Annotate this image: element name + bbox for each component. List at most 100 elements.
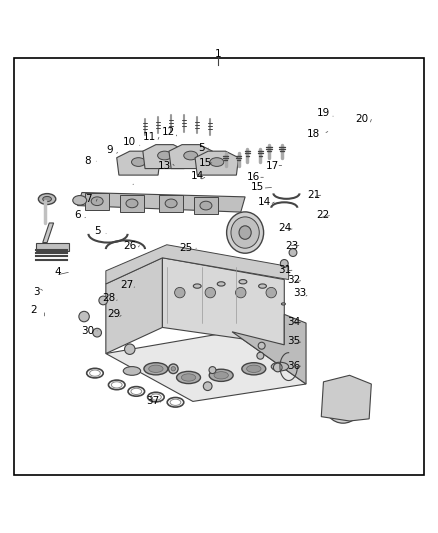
Text: 15: 15 <box>251 182 264 192</box>
Circle shape <box>273 363 282 372</box>
Ellipse shape <box>247 365 261 373</box>
Text: 19: 19 <box>317 108 330 118</box>
Ellipse shape <box>323 379 363 423</box>
Ellipse shape <box>131 158 145 166</box>
Text: 1: 1 <box>214 49 221 59</box>
Polygon shape <box>85 192 109 210</box>
Circle shape <box>175 287 185 298</box>
Text: 12: 12 <box>162 127 175 138</box>
Text: 6: 6 <box>74 210 81 220</box>
Ellipse shape <box>271 362 289 371</box>
Text: 14: 14 <box>191 171 204 181</box>
Text: 35: 35 <box>287 336 300 346</box>
Text: 7: 7 <box>85 194 92 204</box>
Text: 34: 34 <box>287 317 300 327</box>
Polygon shape <box>106 245 289 284</box>
Circle shape <box>93 328 102 337</box>
Ellipse shape <box>258 284 266 288</box>
Text: 32: 32 <box>287 276 300 286</box>
Ellipse shape <box>126 199 138 208</box>
Text: 25: 25 <box>180 243 193 253</box>
Ellipse shape <box>242 362 266 375</box>
Text: 5: 5 <box>94 226 100 236</box>
Text: 28: 28 <box>102 293 116 303</box>
Text: 27: 27 <box>120 280 133 290</box>
Circle shape <box>258 342 265 349</box>
Ellipse shape <box>338 395 349 408</box>
Text: 33: 33 <box>293 288 306 298</box>
Circle shape <box>266 287 276 298</box>
Text: 37: 37 <box>146 395 159 406</box>
Text: 24: 24 <box>279 223 292 233</box>
Ellipse shape <box>91 197 103 206</box>
Polygon shape <box>43 223 53 243</box>
Text: 15: 15 <box>198 158 212 168</box>
Text: 4: 4 <box>55 266 61 277</box>
Polygon shape <box>78 192 245 212</box>
Ellipse shape <box>282 303 286 305</box>
Polygon shape <box>321 375 371 421</box>
Circle shape <box>236 287 246 298</box>
Circle shape <box>289 249 297 256</box>
Polygon shape <box>36 243 69 251</box>
Text: 26: 26 <box>123 240 136 251</box>
Ellipse shape <box>239 226 251 239</box>
Text: 22: 22 <box>316 210 329 220</box>
Polygon shape <box>162 258 284 345</box>
Ellipse shape <box>165 199 177 208</box>
Ellipse shape <box>158 151 172 160</box>
Text: 18: 18 <box>307 129 321 139</box>
Text: 29: 29 <box>107 309 120 319</box>
Text: 23: 23 <box>286 240 299 251</box>
Polygon shape <box>117 151 160 175</box>
Text: 31: 31 <box>279 265 292 275</box>
Polygon shape <box>120 195 144 212</box>
Text: 21: 21 <box>307 190 321 200</box>
Polygon shape <box>195 151 239 175</box>
Ellipse shape <box>209 369 233 382</box>
Polygon shape <box>169 144 212 168</box>
Ellipse shape <box>200 201 212 210</box>
Text: 17: 17 <box>265 160 279 171</box>
Ellipse shape <box>39 193 56 205</box>
Ellipse shape <box>73 196 87 205</box>
Text: 5: 5 <box>198 143 205 153</box>
Polygon shape <box>194 197 218 214</box>
Ellipse shape <box>210 158 224 166</box>
Ellipse shape <box>184 151 198 160</box>
Circle shape <box>99 296 108 305</box>
Circle shape <box>209 367 216 374</box>
Ellipse shape <box>332 390 354 414</box>
Ellipse shape <box>177 372 201 384</box>
Text: 10: 10 <box>123 138 136 148</box>
Text: 16: 16 <box>247 172 261 182</box>
Ellipse shape <box>217 282 225 286</box>
Polygon shape <box>232 314 306 384</box>
Circle shape <box>280 260 288 268</box>
Text: 2: 2 <box>31 305 37 315</box>
Ellipse shape <box>171 367 176 371</box>
Ellipse shape <box>181 374 196 381</box>
Text: 11: 11 <box>143 132 156 142</box>
Text: 36: 36 <box>287 361 300 371</box>
Circle shape <box>203 382 212 391</box>
Ellipse shape <box>169 364 178 374</box>
Ellipse shape <box>123 367 141 375</box>
Ellipse shape <box>214 372 228 379</box>
Ellipse shape <box>144 362 168 375</box>
Polygon shape <box>159 195 183 212</box>
Ellipse shape <box>239 280 247 284</box>
Circle shape <box>205 287 215 298</box>
Text: 14: 14 <box>258 197 271 207</box>
Ellipse shape <box>43 197 51 201</box>
Text: 30: 30 <box>81 326 94 336</box>
Ellipse shape <box>231 217 259 248</box>
Text: 20: 20 <box>355 115 368 124</box>
Ellipse shape <box>226 212 264 253</box>
Text: 9: 9 <box>106 145 113 155</box>
Polygon shape <box>106 258 162 353</box>
Polygon shape <box>106 332 306 401</box>
Ellipse shape <box>149 365 163 373</box>
Circle shape <box>79 311 89 322</box>
Circle shape <box>257 352 264 359</box>
